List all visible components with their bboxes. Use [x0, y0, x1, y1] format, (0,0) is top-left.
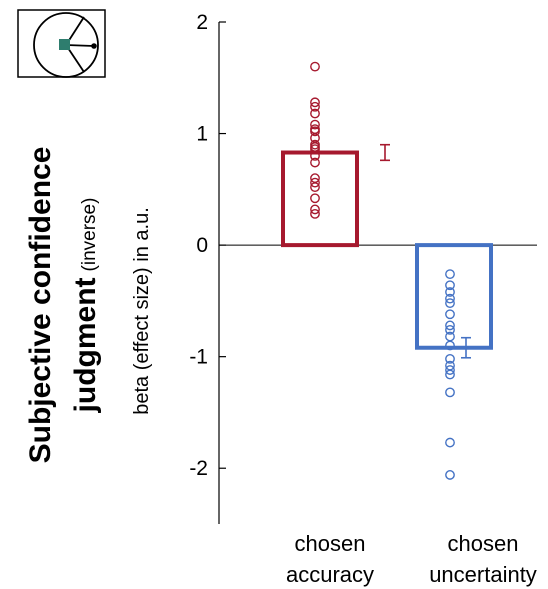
data-point: [445, 387, 455, 398]
y-tick-label: 2: [196, 11, 208, 34]
data-point: [445, 293, 455, 304]
y-axis-label: beta (effect size) in a.u.: [131, 207, 153, 415]
data-point: [445, 320, 455, 331]
data-point: [310, 108, 320, 119]
axes: 2 1 0 -1 -2 chosen accuracy chosen uncertainty: [189, 11, 537, 587]
bar: [281, 150, 359, 248]
data-point: [445, 269, 455, 280]
figure-title-line2: judgment (inverse): [69, 198, 102, 414]
data-point: [310, 157, 320, 168]
figure-title-note: (inverse): [79, 198, 100, 272]
data-point: [310, 204, 320, 215]
data-point: [310, 126, 320, 137]
figure-title-line1: Subjective confidence: [24, 147, 57, 464]
data-point: [310, 150, 320, 161]
data-point: [445, 324, 455, 335]
y-tick-label: -2: [189, 457, 208, 480]
data-point: [445, 309, 455, 320]
category-label-line2: accuracy: [286, 562, 374, 587]
data-point: [310, 101, 320, 112]
data-point: [445, 470, 455, 480]
y-tick-label: 0: [196, 234, 208, 257]
data-point: [310, 177, 320, 188]
data-point: [445, 365, 455, 375]
category-label-line1: chosen: [448, 531, 519, 556]
data-point: [445, 298, 455, 309]
data-point: [310, 182, 320, 193]
y-tick-label: -1: [189, 346, 208, 369]
data-point: [445, 287, 455, 297]
data-point: [445, 437, 455, 448]
data-point: [445, 340, 455, 351]
data-point: [310, 208, 320, 219]
data-point: [310, 144, 320, 155]
y-tick-label: 1: [196, 123, 208, 146]
category-label-line1: chosen: [295, 531, 366, 556]
category-label-line2: uncertainty: [429, 562, 537, 587]
chart-marks: [281, 61, 493, 480]
data-point: [445, 353, 455, 364]
data-point: [310, 119, 320, 130]
data-point: [445, 280, 455, 291]
data-point: [310, 61, 320, 72]
figure-title-bold-word: judgment: [69, 277, 102, 413]
data-point: [310, 193, 320, 204]
data-point: [445, 369, 455, 380]
data-point: [310, 97, 320, 108]
clock-dial-icon: [17, 9, 106, 78]
